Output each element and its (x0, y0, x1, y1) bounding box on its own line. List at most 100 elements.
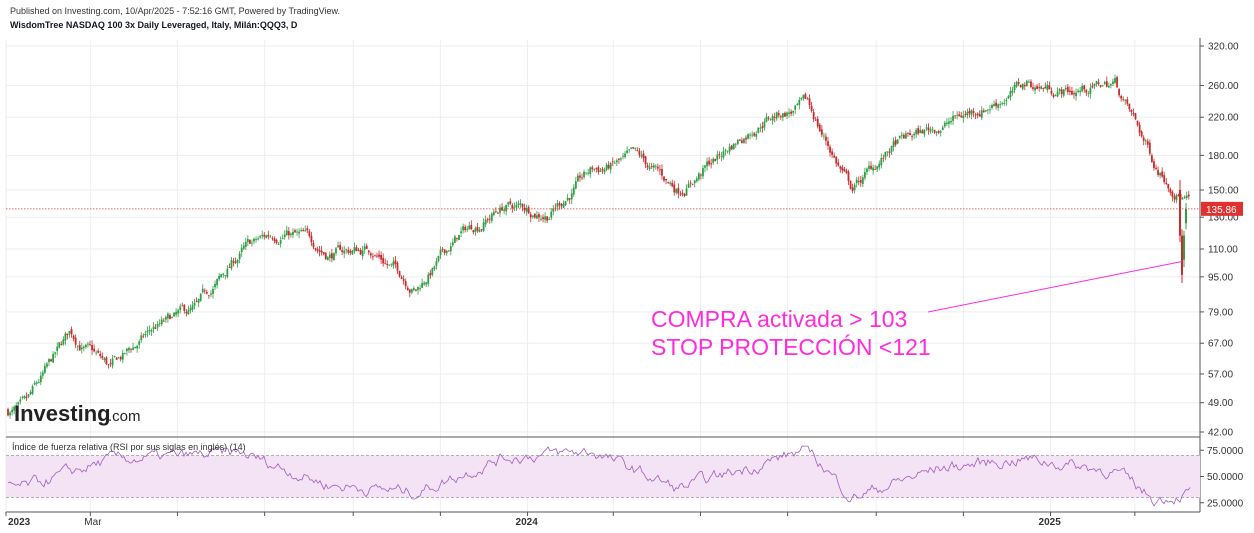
candle-body (917, 128, 920, 134)
candle-body (1032, 87, 1034, 89)
candle-body (747, 134, 749, 139)
x-axis: 2023 Mar 2024 2025 (5, 512, 1136, 528)
candle-body (527, 207, 530, 214)
x-tick-label: 2025 (1039, 517, 1062, 528)
candle-body (806, 98, 809, 100)
candle-body (415, 289, 417, 291)
candle-body (484, 219, 487, 225)
candle-body (74, 337, 77, 345)
candle-body (611, 161, 614, 163)
candle-body (991, 105, 993, 108)
candle-body (437, 255, 440, 261)
candle-body (328, 254, 331, 258)
candle-body (966, 112, 969, 115)
candle-body (468, 225, 471, 230)
candle-body (148, 330, 151, 331)
candle-body (263, 234, 266, 237)
price-badge-text: 135.86 (1206, 205, 1237, 216)
candle-body (181, 305, 184, 307)
candle-body (644, 156, 647, 165)
candle-body (21, 397, 24, 399)
rsi-pane (6, 445, 1200, 507)
candle-body (761, 126, 764, 129)
candle-body (7, 409, 9, 416)
candle-body (273, 238, 276, 242)
candle-body (117, 357, 120, 359)
candle-body (29, 391, 32, 395)
candle-body (693, 180, 696, 184)
candle-body (646, 165, 649, 168)
candle-body (121, 352, 124, 360)
candle-body (681, 193, 684, 195)
candle-body (1036, 86, 1038, 89)
candle-body (203, 290, 206, 292)
candle-body (1107, 85, 1110, 88)
candle-body (558, 203, 561, 206)
candle-body (1099, 85, 1102, 87)
candle-body (128, 347, 130, 351)
candle-body (497, 212, 499, 214)
candle-body (943, 122, 946, 127)
candle-body (396, 262, 399, 271)
candle-body (113, 356, 116, 358)
candle-body (302, 229, 305, 232)
candles (7, 74, 1190, 419)
candle-body (15, 405, 18, 409)
candle-body (1153, 161, 1155, 169)
candle-body (870, 165, 872, 169)
candle-body (210, 293, 212, 295)
y-tick-label: 180.00 (1208, 151, 1239, 162)
candle-body (509, 201, 512, 204)
candle-body (1124, 99, 1127, 101)
candle-body (228, 267, 231, 268)
logo-suffix: .com (108, 408, 141, 425)
candle-body (652, 165, 655, 168)
candle-body (232, 261, 235, 263)
candle-body (1056, 91, 1059, 97)
candle-body (663, 176, 665, 181)
candle-body (312, 242, 315, 248)
candle-body (380, 254, 382, 260)
candle-body (417, 286, 419, 291)
candle-body (1140, 131, 1143, 137)
candle-body (659, 169, 661, 171)
candle-body (369, 253, 372, 256)
candle-body (679, 193, 682, 195)
candle-body (62, 339, 65, 345)
candle-body (169, 315, 171, 320)
candle-body (927, 127, 930, 131)
candle-body (240, 247, 243, 253)
candle-body (37, 381, 40, 383)
candle-body (905, 133, 907, 139)
candle-body (546, 216, 549, 221)
candle-body (929, 129, 932, 132)
candle-body (472, 230, 475, 233)
candle-body (267, 234, 270, 237)
published-note: Published on Investing.com, 10/Apr/2025 … (10, 6, 341, 16)
candle-body (193, 302, 196, 306)
candle-body (1148, 142, 1151, 154)
candle-body (536, 215, 538, 219)
candle-body (388, 264, 391, 266)
candle-body (749, 134, 751, 136)
candle-body (177, 310, 180, 314)
candle-body (99, 353, 102, 357)
candle-body (1017, 82, 1020, 84)
candle-body (654, 165, 657, 167)
candle-body (294, 230, 296, 233)
candle-body (993, 104, 995, 107)
candle-body (13, 406, 16, 411)
candle-body (1025, 80, 1028, 87)
y-tick-label: 220.00 (1208, 113, 1239, 124)
candle-body (183, 305, 186, 311)
candle-body (583, 171, 585, 178)
candle-body (581, 177, 583, 179)
candle-body (406, 287, 409, 291)
candle-body (1138, 124, 1141, 133)
candle-body (872, 167, 874, 171)
candle-body (695, 178, 698, 182)
candle-body (433, 266, 436, 270)
candle-body (156, 323, 159, 328)
candle-body (829, 146, 831, 153)
candle-body (675, 189, 678, 193)
